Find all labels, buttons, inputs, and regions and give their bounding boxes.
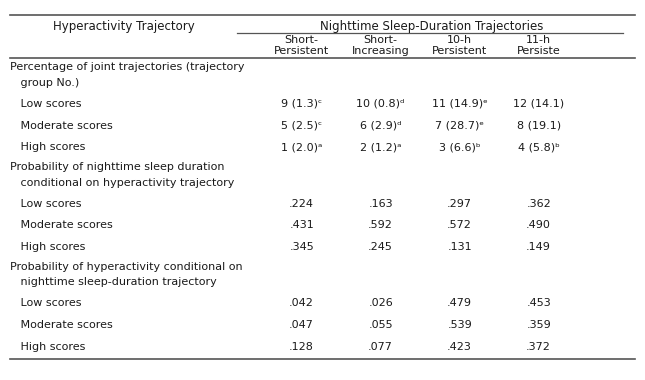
Text: .163: .163 [368, 199, 393, 209]
Text: .345: .345 [289, 242, 314, 252]
Text: .128: .128 [289, 342, 314, 352]
Text: Percentage of joint trajectories (trajectory: Percentage of joint trajectories (trajec… [10, 62, 244, 73]
Text: Low scores: Low scores [10, 199, 81, 209]
Text: .055: .055 [368, 320, 393, 330]
Text: 10 (0.8)ᵈ: 10 (0.8)ᵈ [357, 99, 405, 109]
Text: High scores: High scores [10, 342, 85, 352]
Text: conditional on hyperactivity trajectory: conditional on hyperactivity trajectory [10, 178, 234, 188]
Text: .431: .431 [289, 220, 314, 230]
Text: .453: .453 [526, 298, 551, 308]
Text: .362: .362 [526, 199, 551, 209]
Text: .245: .245 [368, 242, 393, 252]
Text: 1 (2.0)ᵃ: 1 (2.0)ᵃ [281, 142, 322, 152]
Text: 9 (1.3)ᶜ: 9 (1.3)ᶜ [281, 99, 322, 109]
Text: .372: .372 [526, 342, 551, 352]
Text: 11-h
Persiste: 11-h Persiste [517, 35, 561, 56]
Text: Hyperactivity Trajectory: Hyperactivity Trajectory [52, 20, 194, 33]
Text: 6 (2.9)ᵈ: 6 (2.9)ᵈ [360, 120, 401, 131]
Text: Low scores: Low scores [10, 99, 81, 109]
Text: Low scores: Low scores [10, 298, 81, 308]
Text: Moderate scores: Moderate scores [10, 320, 112, 330]
Text: .047: .047 [289, 320, 314, 330]
Text: .572: .572 [447, 220, 472, 230]
Text: .539: .539 [447, 320, 472, 330]
Text: .479: .479 [447, 298, 472, 308]
Text: .423: .423 [447, 342, 472, 352]
Text: Moderate scores: Moderate scores [10, 120, 112, 131]
Text: Short-
Persistent: Short- Persistent [274, 35, 329, 56]
Text: group No.): group No.) [10, 78, 79, 88]
Text: .042: .042 [289, 298, 314, 308]
Text: 5 (2.5)ᶜ: 5 (2.5)ᶜ [281, 120, 322, 131]
Text: nighttime sleep-duration trajectory: nighttime sleep-duration trajectory [10, 277, 216, 287]
Text: 2 (1.2)ᵃ: 2 (1.2)ᵃ [360, 142, 401, 152]
Text: .359: .359 [526, 320, 551, 330]
Text: 10-h
Persistent: 10-h Persistent [432, 35, 487, 56]
Text: 8 (19.1): 8 (19.1) [517, 120, 561, 131]
Text: .026: .026 [368, 298, 393, 308]
Text: 7 (28.7)ᵉ: 7 (28.7)ᵉ [435, 120, 484, 131]
Text: .149: .149 [526, 242, 551, 252]
Text: High scores: High scores [10, 142, 85, 152]
Text: Moderate scores: Moderate scores [10, 220, 112, 230]
Text: 12 (14.1): 12 (14.1) [513, 99, 564, 109]
Text: 4 (5.8)ᵇ: 4 (5.8)ᵇ [518, 142, 560, 152]
Text: .592: .592 [368, 220, 393, 230]
Text: 3 (6.6)ᵇ: 3 (6.6)ᵇ [439, 142, 481, 152]
Text: .077: .077 [368, 342, 393, 352]
Text: .224: .224 [289, 199, 314, 209]
Text: .490: .490 [526, 220, 551, 230]
Text: Short-
Increasing: Short- Increasing [352, 35, 410, 56]
Text: Nighttime Sleep-Duration Trajectories: Nighttime Sleep-Duration Trajectories [320, 20, 543, 33]
Text: .131: .131 [448, 242, 472, 252]
Text: 11 (14.9)ᵉ: 11 (14.9)ᵉ [432, 99, 488, 109]
Text: .297: .297 [447, 199, 472, 209]
Text: Probability of hyperactivity conditional on: Probability of hyperactivity conditional… [10, 262, 243, 272]
Text: High scores: High scores [10, 242, 85, 252]
Text: Probability of nighttime sleep duration: Probability of nighttime sleep duration [10, 162, 224, 172]
